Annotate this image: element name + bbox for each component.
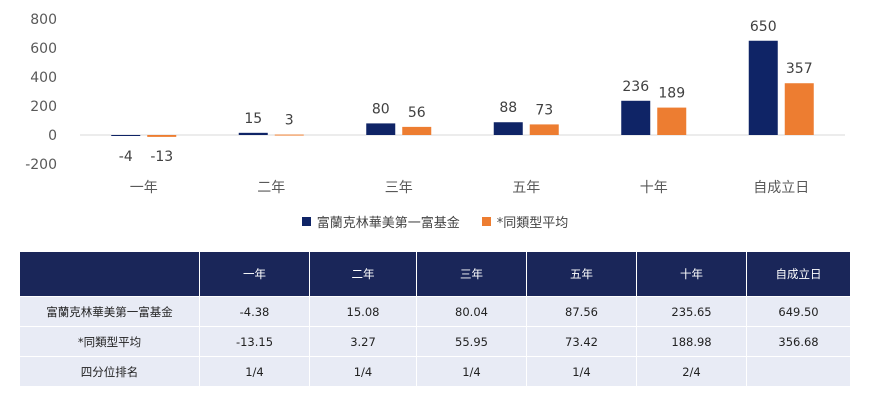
- y-tick-label: 600: [30, 41, 57, 57]
- data-label: 80: [372, 101, 390, 117]
- table-cell: -13.15: [200, 326, 310, 356]
- table-header-row: 一年 二年 三年 五年 十年 自成立日: [20, 252, 850, 296]
- table-header-cell: [20, 252, 200, 296]
- data-label: 3: [285, 113, 294, 129]
- data-label: 650: [750, 19, 777, 35]
- legend-item-fund: 富蘭克林華美第一富基金: [301, 212, 460, 231]
- bar-chart: -200 0 200 400 600 800 一年 -4 -13 二年 15 3 三年 80 56 五年 88 7…: [25, 12, 845, 196]
- x-tick-label: 十年: [640, 180, 668, 196]
- table-cell: 87.56: [527, 296, 637, 326]
- x-tick-label: 一年: [130, 180, 158, 196]
- legend-swatch-peer-average: [481, 216, 491, 226]
- table-row: 富蘭克林華美第一富基金 -4.38 15.08 80.04 87.56 235.…: [20, 296, 850, 326]
- legend-label-peer-average: *同類型平均: [496, 215, 569, 231]
- x-tick-label: 二年: [257, 180, 285, 196]
- table-cell: 80.04: [417, 296, 527, 326]
- table-cell: 3.27: [310, 326, 417, 356]
- data-label: 56: [408, 105, 426, 121]
- table-cell: 649.50: [747, 296, 850, 326]
- x-tick-label: 自成立日: [753, 180, 809, 196]
- row-label: *同類型平均: [20, 326, 200, 356]
- bar: [657, 107, 687, 135]
- data-label: 236: [622, 79, 649, 95]
- chart-legend: 富蘭克林華美第一富基金 *同類型平均: [0, 210, 870, 232]
- y-tick-label: 400: [30, 70, 57, 86]
- legend-item-peer-average: *同類型平均: [481, 212, 569, 231]
- bar: [621, 100, 651, 135]
- table-cell: 1/4: [310, 356, 417, 386]
- bar: [111, 135, 141, 136]
- y-tick-label: 200: [30, 99, 57, 115]
- table-cell: 55.95: [417, 326, 527, 356]
- x-tick-label: 三年: [385, 180, 413, 196]
- x-tick-label: 五年: [512, 180, 540, 196]
- table-header-cell: 十年: [637, 252, 747, 296]
- table-header-cell: 一年: [200, 252, 310, 296]
- bar: [493, 122, 523, 135]
- table-cell: [747, 356, 850, 386]
- table-cell: 1/4: [527, 356, 637, 386]
- table-cell: 73.42: [527, 326, 637, 356]
- bar: [784, 83, 814, 135]
- table-header-cell: 三年: [417, 252, 527, 296]
- table-cell: 356.68: [747, 326, 850, 356]
- data-label: 357: [786, 61, 813, 77]
- y-tick-label: -200: [25, 157, 57, 173]
- table-header-cell: 二年: [310, 252, 417, 296]
- data-label: 15: [244, 111, 262, 127]
- table-cell: 235.65: [637, 296, 747, 326]
- data-label: 88: [499, 100, 517, 116]
- bar: [147, 135, 177, 137]
- table-cell: 15.08: [310, 296, 417, 326]
- table-cell: 1/4: [417, 356, 527, 386]
- bar: [274, 134, 304, 136]
- table-header-cell: 五年: [527, 252, 637, 296]
- table-cell: 188.98: [637, 326, 747, 356]
- table-row: *同類型平均 -13.15 3.27 55.95 73.42 188.98 35…: [20, 326, 850, 356]
- table-cell: 1/4: [200, 356, 310, 386]
- table-cell: -4.38: [200, 296, 310, 326]
- bar: [402, 126, 432, 135]
- table-header-cell: 自成立日: [747, 252, 850, 296]
- data-label: 73: [535, 102, 553, 118]
- bar: [366, 123, 396, 135]
- bar: [529, 124, 559, 135]
- row-label: 富蘭克林華美第一富基金: [20, 296, 200, 326]
- legend-label-fund: 富蘭克林華美第一富基金: [316, 215, 460, 231]
- y-tick-label: 800: [30, 12, 57, 28]
- row-label: 四分位排名: [20, 356, 200, 386]
- y-tick-label: 0: [48, 128, 57, 144]
- legend-swatch-fund: [301, 216, 311, 226]
- performance-table: 一年 二年 三年 五年 十年 自成立日 富蘭克林華美第一富基金 -4.38 15…: [20, 252, 850, 386]
- bar: [238, 132, 268, 135]
- data-label: -13: [150, 149, 173, 165]
- data-label: 189: [658, 86, 685, 102]
- table-row: 四分位排名 1/4 1/4 1/4 1/4 2/4: [20, 356, 850, 386]
- bar: [748, 40, 778, 135]
- table-cell: 2/4: [637, 356, 747, 386]
- data-label: -4: [119, 149, 133, 165]
